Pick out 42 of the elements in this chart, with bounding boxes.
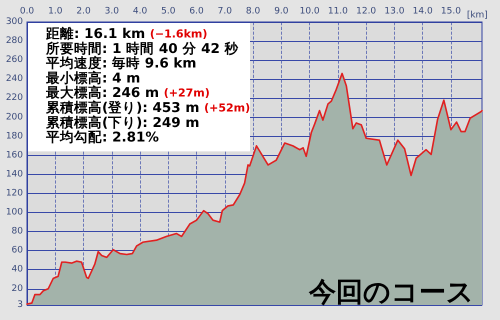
x-tick-label: 9.0 xyxy=(274,6,289,16)
y-tick-label: 220 xyxy=(6,93,24,104)
x-tick-label: 10.0 xyxy=(300,6,320,16)
annotation: 平均速度: 毎時 9.6 km xyxy=(45,54,196,72)
y-tick-label: 160 xyxy=(6,150,24,160)
annotation: 累積標高(登り): 453 m (+52m) xyxy=(45,99,250,116)
y-tick-label: 240 xyxy=(6,74,24,84)
x-tick-label: 11.0 xyxy=(328,6,348,16)
y-tick-label: 80 xyxy=(12,226,24,237)
y-tick-label: 280 xyxy=(6,36,24,46)
x-tick-label: 14.0 xyxy=(412,6,433,16)
annotation: 最小標高: 4 m xyxy=(45,69,140,86)
y-tick-label: 260 xyxy=(6,55,24,66)
x-tick-label: 15.0 xyxy=(440,6,462,16)
y-tick-label: 20 xyxy=(12,284,24,294)
x-tick-label: 6.0 xyxy=(189,6,204,16)
annotation: 累積標高(下り): 249 m xyxy=(45,114,200,131)
x-tick-label: 7.0 xyxy=(218,6,232,16)
x-tick-label: 4.0 xyxy=(132,6,148,16)
x-tick-label: 8.0 xyxy=(246,6,261,16)
annotation: 平均勾配: 2.81% xyxy=(45,130,160,146)
annotation: 今回のコース xyxy=(308,277,474,308)
x-tick-label: 12.0 xyxy=(356,6,376,16)
y-tick-label: 60 xyxy=(12,246,24,256)
x-tick-label: 3.0 xyxy=(104,6,120,16)
x-tick-label: 2.0 xyxy=(76,6,91,16)
y-tick-label: 300 xyxy=(6,17,24,27)
x-axis-title: [km] xyxy=(466,10,488,20)
annotation: 所要時間: 1 時間 40 分 42 秒 xyxy=(45,40,240,57)
x-tick-label: 0.0 xyxy=(20,6,34,16)
annotation: 距離: 16.1 km (−1.6km) xyxy=(45,26,208,42)
y-tick-label: 120 xyxy=(6,188,24,199)
x-tick-label: 1.0 xyxy=(48,6,63,16)
y-tick-label: 3 xyxy=(17,300,23,310)
y-tick-label: 40 xyxy=(12,264,24,275)
annotation: 最大標高: 246 m (+27m) xyxy=(45,84,210,102)
x-tick-label: 5.0 xyxy=(161,6,176,16)
y-tick-label: 200 xyxy=(6,112,24,122)
y-tick-label: 100 xyxy=(6,208,24,218)
y-tick-label: 140 xyxy=(6,169,24,180)
x-tick-label: 13.0 xyxy=(384,6,405,16)
y-tick-label: 180 xyxy=(6,131,24,142)
